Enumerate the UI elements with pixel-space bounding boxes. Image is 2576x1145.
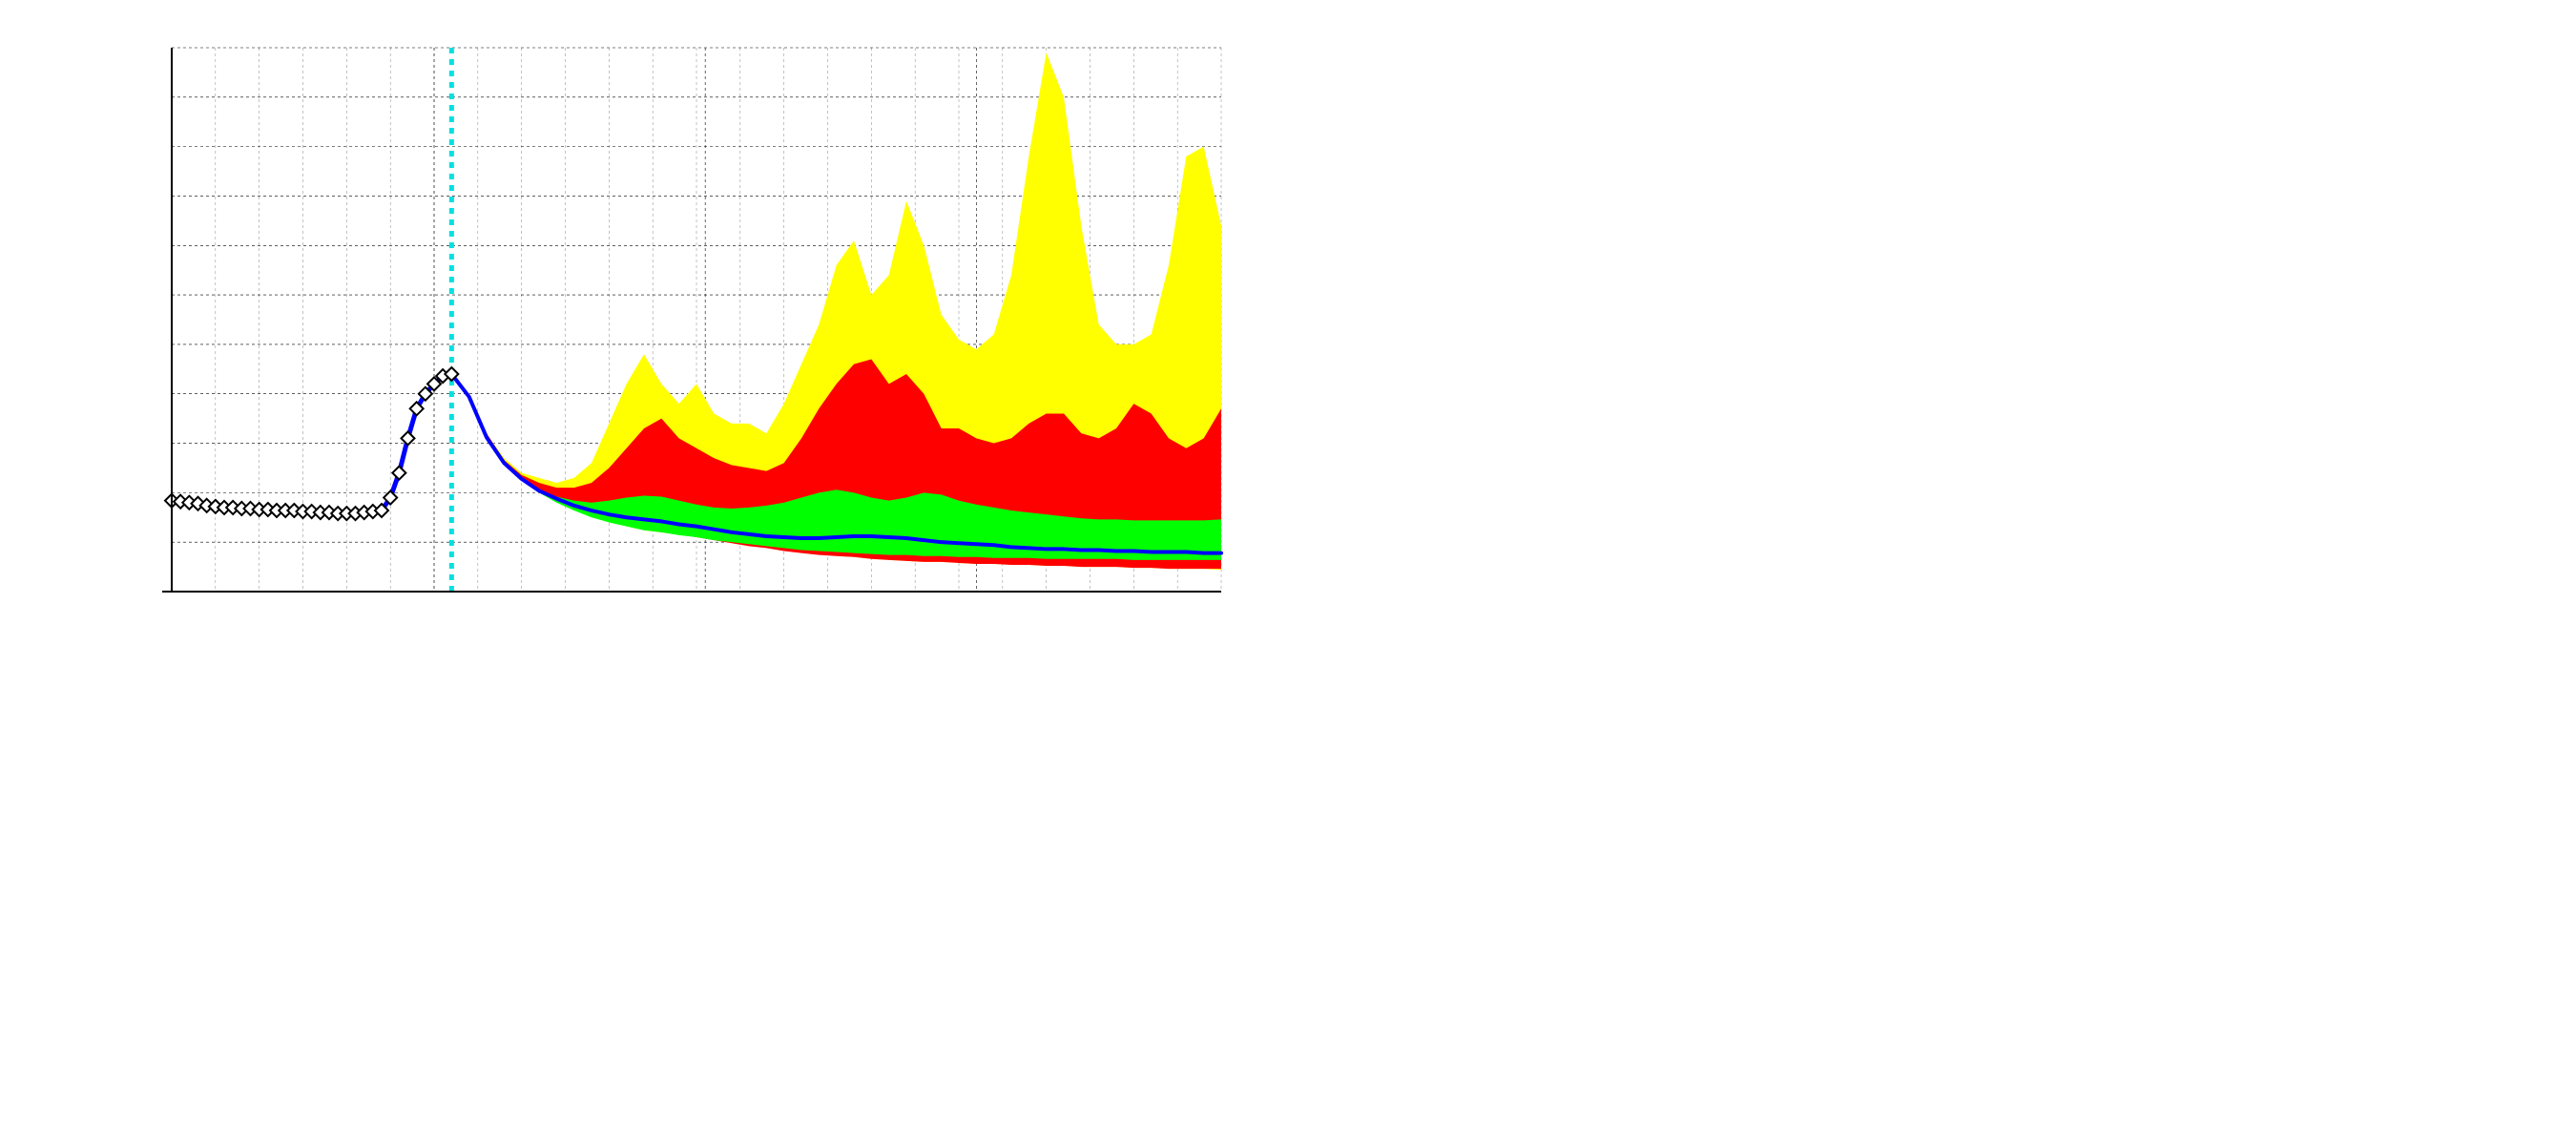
chart-container — [0, 0, 1431, 668]
chart-svg — [0, 0, 1431, 668]
